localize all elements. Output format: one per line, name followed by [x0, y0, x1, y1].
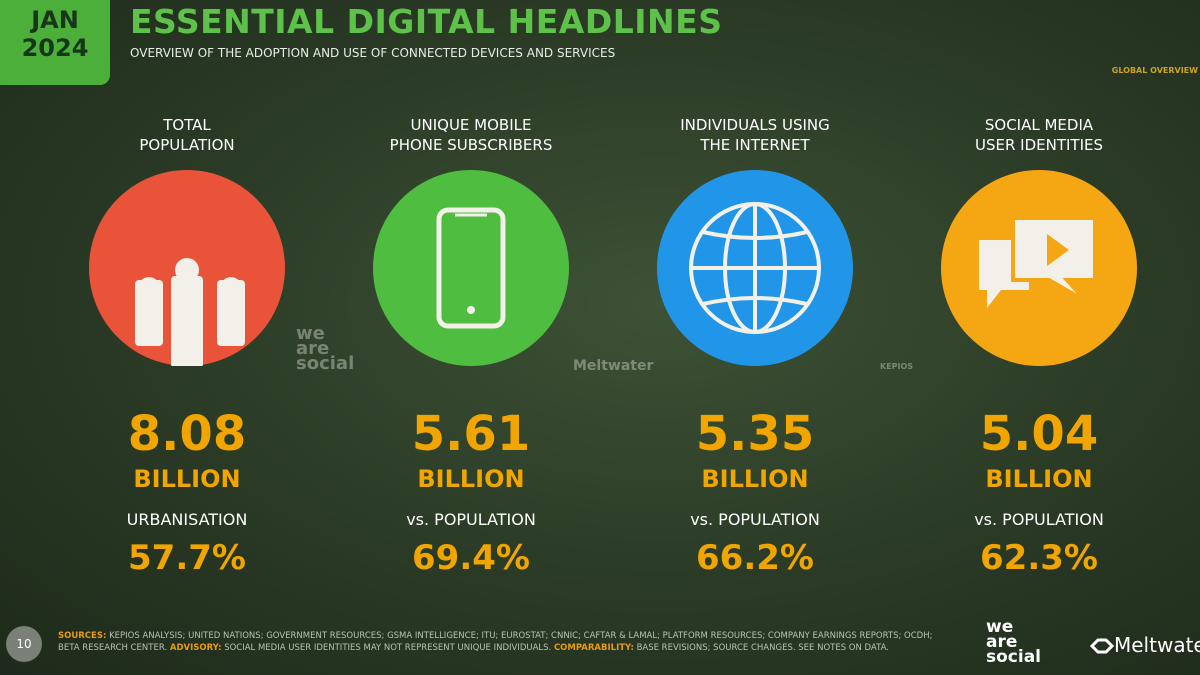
subtitle: OVERVIEW OF THE ADOPTION AND USE OF CONN…	[130, 46, 616, 60]
note-text: KEPIOS ANALYSIS; UNITED NATIONS; GOVERNM…	[58, 631, 933, 653]
label-line: INDIVIDUALS USING	[680, 116, 830, 134]
card: TOTAL POPULATION 8.08 BILLION URBANISATIO…	[57, 115, 317, 578]
watermark-text: we	[296, 323, 325, 344]
chat-icon	[979, 216, 1097, 308]
icon-circle	[89, 170, 285, 366]
phone-icon	[436, 207, 506, 329]
people-icon	[135, 258, 245, 366]
logo-text: social	[986, 647, 1042, 667]
unit: BILLION	[133, 465, 241, 493]
share: 62.3%	[980, 538, 1098, 578]
globe-icon	[689, 202, 821, 334]
logo-text: we	[986, 617, 1014, 637]
unit: BILLION	[417, 465, 525, 493]
note-key: ADVISORY:	[169, 643, 222, 653]
icon-circle	[941, 170, 1137, 366]
unit: BILLION	[701, 465, 809, 493]
logo-we-are-social: we are social	[986, 617, 1042, 667]
date-box: JAN 2024	[0, 0, 110, 85]
card: SOCIAL MEDIA USER IDENTITIES 5.04 BILLION…	[909, 115, 1169, 578]
label-line: UNIQUE MOBILE	[410, 116, 532, 134]
logo-text: are	[986, 632, 1018, 652]
card-label: SOCIAL MEDIA USER IDENTITIES	[909, 115, 1169, 155]
watermark: we are social	[296, 323, 355, 374]
icon-circle	[373, 170, 569, 366]
value: 5.04	[979, 406, 1099, 462]
section-label: GLOBAL OVERVIEW	[1111, 66, 1198, 75]
card: UNIQUE MOBILE PHONE SUBSCRIBERS 5.61 BILL…	[341, 115, 601, 578]
watermark-text: are	[296, 338, 330, 359]
card-label: INDIVIDUALS USING THE INTERNET	[625, 115, 885, 155]
logo-meltwater: Meltwater	[1089, 633, 1200, 657]
share: 66.2%	[696, 538, 814, 578]
watermark: KEPIOS	[880, 362, 914, 371]
share: 57.7%	[128, 538, 246, 578]
footnotes: SOURCES: KEPIOS ANALYSIS; UNITED NATIONS…	[58, 630, 938, 654]
share: 69.4%	[412, 538, 530, 578]
label-line: THE INTERNET	[700, 136, 810, 154]
value: 5.35	[695, 406, 815, 462]
logo-mark	[1089, 638, 1115, 654]
sublabel: vs. POPULATION	[406, 510, 536, 529]
date-year: 2024	[21, 34, 89, 62]
note-text: SOCIAL MEDIA USER IDENTITIES MAY NOT REP…	[224, 643, 552, 653]
card-label: UNIQUE MOBILE PHONE SUBSCRIBERS	[341, 115, 601, 155]
card-label: TOTAL POPULATION	[57, 115, 317, 155]
title: ESSENTIAL DIGITAL HEADLINES	[130, 2, 723, 41]
icon-circle	[657, 170, 853, 366]
sublabel: vs. POPULATION	[690, 510, 820, 529]
label-line: PHONE SUBSCRIBERS	[389, 136, 553, 154]
note-key: SOURCES:	[58, 631, 107, 641]
sublabel: URBANISATION	[126, 510, 248, 529]
sublabel: vs. POPULATION	[974, 510, 1104, 529]
unit: BILLION	[985, 465, 1093, 493]
value: 8.08	[127, 406, 247, 462]
note-key: COMPARABILITY:	[553, 643, 634, 653]
label-line: SOCIAL MEDIA	[984, 116, 1094, 134]
label-line: USER IDENTITIES	[974, 136, 1103, 154]
card: INDIVIDUALS USING THE INTERNET 5.35 BILLI…	[625, 115, 885, 578]
watermark-text: social	[296, 353, 355, 374]
label-line: POPULATION	[139, 136, 235, 154]
value: 5.61	[411, 406, 531, 462]
date-month: JAN	[31, 6, 79, 34]
page-number: 10	[6, 626, 42, 662]
label-line: TOTAL	[163, 116, 211, 134]
logo-text: Meltwater	[1114, 633, 1200, 657]
note-text: BASE REVISIONS; SOURCE CHANGES. SEE NOTE…	[636, 643, 889, 653]
watermark: Meltwater	[573, 358, 654, 374]
